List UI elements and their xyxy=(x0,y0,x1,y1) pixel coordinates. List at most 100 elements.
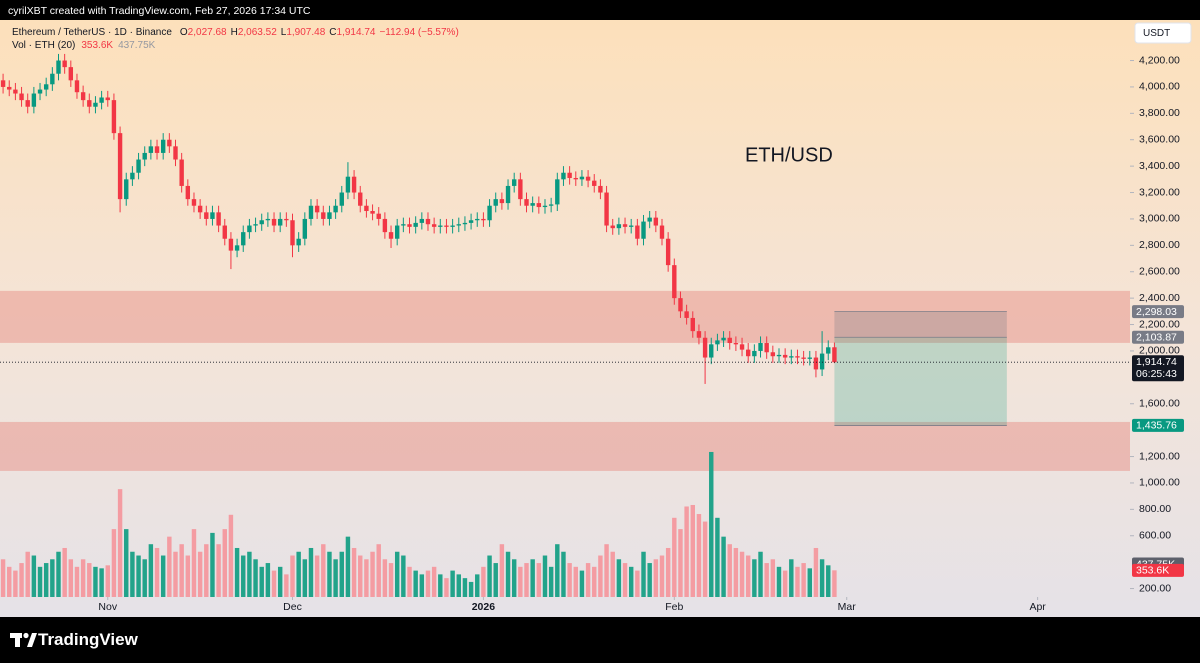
volume-bar xyxy=(542,555,548,597)
candle-body xyxy=(93,102,98,107)
candle-body xyxy=(351,176,357,193)
candle-body xyxy=(234,245,240,251)
candle-body xyxy=(228,238,234,251)
candle-body xyxy=(561,172,566,180)
y-tick-label: 3,800.00 xyxy=(1139,107,1180,119)
volume-bar xyxy=(136,555,141,597)
y-tick-label: 3,200.00 xyxy=(1139,186,1180,198)
volume-bar xyxy=(333,559,338,597)
volume-bar xyxy=(370,551,375,597)
candle-body xyxy=(111,100,117,134)
volume-bar xyxy=(327,551,332,597)
candle-body xyxy=(376,213,381,219)
x-tick-label: Mar xyxy=(838,601,857,613)
candle-body xyxy=(801,357,806,359)
candle-body xyxy=(653,217,659,226)
volume-bar xyxy=(481,566,486,597)
volume-bar xyxy=(813,547,819,597)
volume-bar xyxy=(179,544,184,597)
candle-body xyxy=(31,93,37,107)
candle-body xyxy=(185,185,191,200)
candle-body xyxy=(0,80,6,87)
volume-name: Vol · ETH (20) xyxy=(12,40,75,51)
candle-body xyxy=(450,225,455,227)
position-target-area xyxy=(834,337,1007,426)
candle-body xyxy=(702,337,708,358)
candle-body xyxy=(419,218,425,223)
candle-body xyxy=(647,217,652,222)
volume-bar xyxy=(407,566,412,597)
candle-body xyxy=(167,139,172,147)
volume-bar xyxy=(739,551,745,597)
annotation: ETH/USD xyxy=(745,144,833,166)
volume-bar xyxy=(499,544,505,597)
header-bar xyxy=(0,0,1200,20)
candle-body xyxy=(567,172,572,179)
candle-body xyxy=(370,211,375,214)
candle-body xyxy=(659,225,665,239)
currency-box[interactable] xyxy=(1134,22,1192,44)
volume-bar xyxy=(154,547,160,597)
volume-bar xyxy=(672,517,677,597)
candle-body xyxy=(456,224,461,226)
x-tick-label: 2026 xyxy=(472,601,496,613)
header-text: cyrilXBT created with TradingView.com, F… xyxy=(8,5,311,17)
volume-bar xyxy=(80,559,86,597)
volume-bar xyxy=(241,555,246,597)
volume-bar xyxy=(271,570,277,597)
candle-body xyxy=(733,343,739,345)
candle-body xyxy=(148,146,154,153)
candle-body xyxy=(487,205,492,221)
volume-bar xyxy=(776,566,782,597)
candle-body xyxy=(789,356,794,358)
candle-body xyxy=(308,205,314,219)
candle-body xyxy=(672,265,677,299)
volume-bar xyxy=(628,566,634,597)
volume-label: 353.6K xyxy=(1136,565,1169,577)
candle-body xyxy=(592,180,597,186)
candle-body xyxy=(394,225,400,239)
volume-bar xyxy=(548,566,554,597)
volume-bar xyxy=(475,574,480,597)
candle-body xyxy=(259,220,264,225)
candle-body xyxy=(407,224,412,227)
currency[interactable]: USDT xyxy=(1143,28,1170,39)
volume-bar xyxy=(456,574,461,597)
candle-body xyxy=(678,298,683,312)
volume-bar xyxy=(321,544,326,597)
candle-body xyxy=(468,220,474,223)
volume-bar xyxy=(253,559,258,597)
volume-bar xyxy=(314,555,320,597)
volume-bar xyxy=(819,559,825,597)
volume-bar xyxy=(764,563,769,597)
volume-bar xyxy=(308,547,314,597)
candle-body xyxy=(573,178,578,180)
volume-bar xyxy=(561,551,566,597)
volume-bar xyxy=(197,551,203,597)
candle-body xyxy=(253,224,258,226)
volume-bar xyxy=(284,574,289,597)
candle-body xyxy=(462,222,468,225)
candle-body xyxy=(511,179,517,186)
volume-value: 353.6K xyxy=(81,40,113,51)
candle-body xyxy=(339,192,344,206)
volume-bar xyxy=(210,532,215,597)
volume-bar xyxy=(56,551,61,597)
candle-body xyxy=(758,343,763,351)
candle-body xyxy=(302,218,308,239)
candle-body xyxy=(105,97,110,101)
volume-bar xyxy=(117,489,123,597)
entry-label-box xyxy=(1132,330,1184,344)
volume-bar xyxy=(37,566,43,597)
candle-body xyxy=(438,225,443,227)
candle-body xyxy=(610,225,615,229)
candle-body xyxy=(795,356,800,358)
volume-bar xyxy=(684,506,689,597)
candle-body xyxy=(197,205,203,213)
candle-body xyxy=(518,179,523,200)
candle-body xyxy=(74,80,80,93)
volume-bar xyxy=(758,551,763,597)
candle-body xyxy=(62,60,67,68)
volume-bar xyxy=(13,570,18,597)
last-price-box xyxy=(1132,355,1184,382)
